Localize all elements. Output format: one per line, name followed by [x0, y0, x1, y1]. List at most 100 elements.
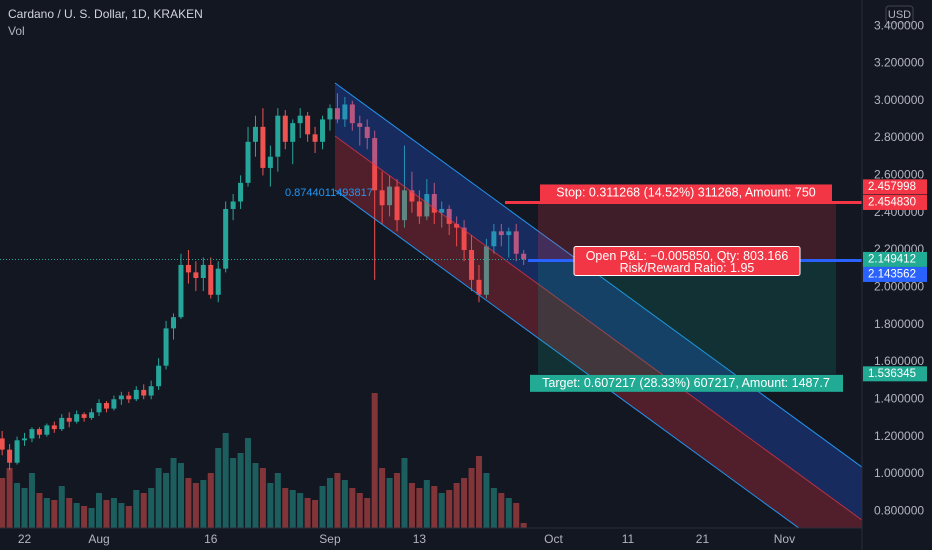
price-axis-tag-label: 1.536345 [868, 368, 916, 380]
candle-body [171, 317, 177, 329]
candle-body [7, 449, 13, 463]
candle-body [439, 208, 445, 213]
volume-bar [267, 483, 274, 528]
volume-bar [334, 473, 341, 528]
volume-bar [200, 480, 207, 528]
currency-box[interactable] [885, 5, 914, 24]
candle-body [446, 208, 452, 224]
volume-bar [58, 486, 65, 528]
candle-body [521, 253, 527, 260]
y-tick-label: 1.800000 [874, 317, 924, 331]
candle-body [89, 412, 95, 418]
candle-body [215, 268, 221, 295]
y-tick-label: 3.200000 [874, 56, 924, 70]
volume-bar [133, 490, 140, 528]
volume-bar [170, 458, 177, 528]
volume-bar [36, 493, 43, 528]
symbol-title: Cardano / U. S. Dollar, 1D, KRAKEN [8, 7, 203, 21]
y-tick-label: 0.800000 [874, 503, 924, 517]
candle-body [163, 328, 169, 366]
candle-body [394, 186, 400, 221]
candle-body [81, 414, 87, 418]
stop-label-box [540, 184, 832, 202]
volume-bar [274, 473, 281, 528]
volume-bar [326, 478, 333, 528]
volume-bar [177, 463, 184, 528]
y-tick-label: 2.000000 [874, 279, 924, 293]
candle-body [327, 108, 333, 120]
volume-bar [431, 486, 438, 528]
channel-middle [334, 135, 862, 521]
candle-body [506, 231, 512, 236]
volume-bar [185, 478, 192, 528]
channel-top [334, 82, 862, 468]
candle-body [476, 279, 482, 295]
volume-bar [207, 473, 214, 528]
volume-bar [304, 498, 311, 528]
volume-bar [312, 500, 319, 528]
y-tick-label: 3.400000 [874, 18, 924, 32]
volume-bar [468, 468, 475, 528]
candle-body [454, 223, 460, 228]
candle-body [491, 231, 497, 247]
volume-bar [66, 498, 73, 528]
candle-body [483, 246, 489, 295]
volume-bar [371, 393, 378, 528]
volume-bar [245, 438, 252, 528]
y-tick-label: 2.600000 [874, 168, 924, 182]
candle-body [74, 414, 80, 422]
candle-body [44, 425, 50, 435]
volume-bar [252, 463, 259, 528]
candle-body [320, 119, 326, 142]
volume-bar [43, 498, 50, 528]
price-axis-tag-label: 2.454830 [868, 196, 916, 208]
pnl-box [573, 246, 801, 277]
candle-body [185, 264, 191, 273]
candle-body [22, 438, 28, 441]
candle-body [357, 123, 363, 127]
currency-label[interactable]: USD [888, 9, 911, 21]
volume-bar [379, 468, 386, 528]
volume-bar [356, 493, 363, 528]
volume-bar [155, 468, 162, 528]
volume-bar [483, 473, 490, 528]
volume-bar [140, 493, 147, 528]
volume-bar [364, 498, 371, 528]
price-axis-tag [863, 194, 927, 210]
y-tick-label: 1.200000 [874, 429, 924, 443]
volume-bar [401, 458, 408, 528]
price-axis-tag-label: 2.143562 [868, 268, 916, 280]
volume-bar [51, 500, 58, 528]
candle-body [178, 264, 184, 318]
volume-bar [416, 488, 423, 528]
x-tick-label: Aug [88, 532, 109, 546]
volume-bar [88, 508, 95, 528]
volume-bar [446, 490, 453, 528]
volume-bar [118, 503, 125, 528]
pnl-label: Open P&L: −0.005850, Qty: 803.166 [586, 249, 789, 263]
x-tick-label: 22 [18, 532, 32, 546]
volume-bar [259, 468, 266, 528]
candle-body [461, 227, 467, 251]
volume-bar [96, 493, 103, 528]
candle-body [297, 115, 303, 124]
x-tick-label: Oct [544, 532, 563, 546]
candle-body [111, 399, 117, 409]
x-tick-label: Sep [319, 532, 341, 546]
volume-bar [125, 506, 132, 528]
price-axis-tag [863, 251, 927, 267]
candle-body [401, 190, 407, 221]
volume-bar [14, 483, 21, 528]
candle-body [133, 389, 139, 400]
candle-body [469, 250, 475, 280]
volume-bar [28, 473, 35, 528]
volume-bar [341, 480, 348, 528]
candle-body [342, 104, 348, 120]
candle-body [103, 402, 109, 409]
volume-bar [110, 498, 117, 528]
candle-body [260, 126, 266, 168]
stop-label: Stop: 0.311268 (14.52%) 311268, Amount: … [556, 185, 816, 199]
volume-bar [423, 480, 430, 528]
candle-body [59, 417, 65, 430]
